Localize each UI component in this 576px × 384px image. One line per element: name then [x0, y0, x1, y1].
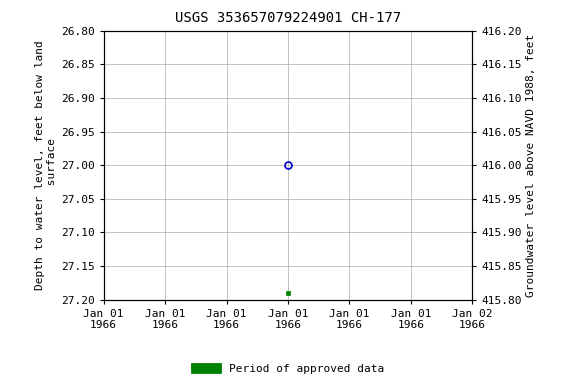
- Y-axis label: Depth to water level, feet below land
 surface: Depth to water level, feet below land su…: [35, 40, 56, 290]
- Title: USGS 353657079224901 CH-177: USGS 353657079224901 CH-177: [175, 12, 401, 25]
- Legend: Period of approved data: Period of approved data: [188, 359, 388, 379]
- Y-axis label: Groundwater level above NAVD 1988, feet: Groundwater level above NAVD 1988, feet: [526, 33, 536, 297]
